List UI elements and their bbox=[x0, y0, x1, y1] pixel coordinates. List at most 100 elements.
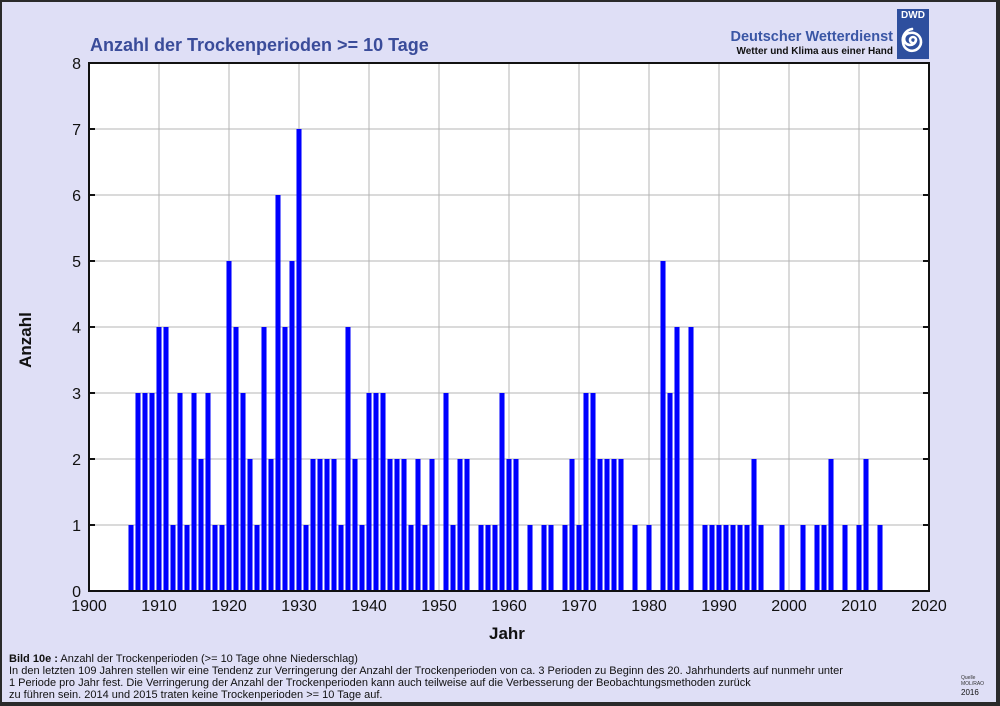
bar bbox=[660, 261, 666, 591]
bar bbox=[499, 393, 505, 591]
bar bbox=[828, 459, 834, 591]
bar bbox=[723, 525, 729, 591]
bars bbox=[128, 129, 883, 591]
bar bbox=[800, 525, 806, 591]
bar bbox=[240, 393, 246, 591]
x-tick-label: 1990 bbox=[701, 598, 737, 615]
bar bbox=[401, 459, 407, 591]
caption-line-2: 1 Periode pro Jahr fest. Die Verringerun… bbox=[9, 677, 751, 689]
bar bbox=[779, 525, 785, 591]
bar bbox=[863, 459, 869, 591]
y-tick-label: 8 bbox=[72, 56, 81, 73]
bar bbox=[450, 525, 456, 591]
bar bbox=[128, 525, 134, 591]
x-tick-label: 2010 bbox=[841, 598, 877, 615]
bar bbox=[422, 525, 428, 591]
x-tick-label: 2020 bbox=[911, 598, 947, 615]
bar bbox=[268, 459, 274, 591]
x-tick-label: 1920 bbox=[211, 598, 247, 615]
bar bbox=[135, 393, 141, 591]
bar bbox=[485, 525, 491, 591]
bar bbox=[156, 327, 162, 591]
org-slogan: Wetter und Klima aus einer Hand bbox=[736, 46, 893, 57]
bar bbox=[170, 525, 176, 591]
logo-abbr: DWD bbox=[901, 10, 925, 21]
bar bbox=[275, 195, 281, 591]
bar bbox=[667, 393, 673, 591]
bar bbox=[331, 459, 337, 591]
bar bbox=[443, 393, 449, 591]
bar bbox=[219, 525, 225, 591]
dwd-logo: DWD bbox=[897, 9, 929, 59]
bar bbox=[527, 525, 533, 591]
spiral-icon bbox=[901, 27, 923, 53]
bar bbox=[142, 393, 148, 591]
y-tick-label: 6 bbox=[72, 188, 81, 205]
bar bbox=[373, 393, 379, 591]
y-tick-label: 7 bbox=[72, 122, 81, 139]
bar bbox=[338, 525, 344, 591]
bar bbox=[310, 459, 316, 591]
bar bbox=[205, 393, 211, 591]
x-tick-label: 1950 bbox=[421, 598, 457, 615]
bar bbox=[877, 525, 883, 591]
bar bbox=[429, 459, 435, 591]
bar bbox=[261, 327, 267, 591]
x-tick-label: 1900 bbox=[71, 598, 107, 615]
bar bbox=[513, 459, 519, 591]
x-tick-label: 2000 bbox=[771, 598, 807, 615]
bar bbox=[618, 459, 624, 591]
bar bbox=[744, 525, 750, 591]
org-name: Deutscher Wetterdienst bbox=[730, 29, 894, 45]
bar bbox=[226, 261, 232, 591]
y-tick-label: 4 bbox=[72, 320, 81, 337]
y-axis-label: Anzahl bbox=[15, 312, 35, 368]
bar bbox=[163, 327, 169, 591]
source-name: MOL/RAO bbox=[961, 681, 985, 687]
caption-label: Bild 10e : bbox=[9, 653, 58, 665]
figure-caption: Bild 10e : Anzahl der Trockenperioden (>… bbox=[9, 653, 939, 701]
bar bbox=[611, 459, 617, 591]
bar bbox=[247, 459, 253, 591]
bar bbox=[562, 525, 568, 591]
bar bbox=[541, 525, 547, 591]
y-tick-label: 2 bbox=[72, 452, 81, 469]
source-label: Quelle bbox=[961, 675, 976, 681]
bar bbox=[730, 525, 736, 591]
bar bbox=[590, 393, 596, 591]
bar bbox=[632, 525, 638, 591]
y-ticks: 0 1 2 3 4 5 6 7 8 bbox=[72, 56, 929, 601]
bar bbox=[303, 525, 309, 591]
bar bbox=[191, 393, 197, 591]
bar bbox=[324, 459, 330, 591]
caption-line-1: In den letzten 109 Jahren stellen wir ei… bbox=[9, 665, 843, 677]
caption-line-3: zu führen sein. 2014 und 2015 traten kei… bbox=[9, 689, 383, 701]
bar bbox=[408, 525, 414, 591]
bar bbox=[254, 525, 260, 591]
y-tick-label: 0 bbox=[72, 584, 81, 601]
bar bbox=[758, 525, 764, 591]
bar bbox=[289, 261, 295, 591]
y-tick-label: 1 bbox=[72, 518, 81, 535]
chart-title: Anzahl der Trockenperioden >= 10 Tage bbox=[90, 35, 429, 55]
bar bbox=[576, 525, 582, 591]
bar bbox=[345, 327, 351, 591]
bar bbox=[387, 459, 393, 591]
bar bbox=[583, 393, 589, 591]
y-tick-label: 3 bbox=[72, 386, 81, 403]
bar bbox=[814, 525, 820, 591]
bar bbox=[751, 459, 757, 591]
bar bbox=[492, 525, 498, 591]
caption-heading: Bild 10e : Anzahl der Trockenperioden (>… bbox=[9, 653, 939, 665]
bar bbox=[394, 459, 400, 591]
bar bbox=[737, 525, 743, 591]
bar bbox=[177, 393, 183, 591]
bar bbox=[674, 327, 680, 591]
bar bbox=[569, 459, 575, 591]
x-ticks: 1900 1910 1920 1930 1940 1950 1960 1970 1980 1990… bbox=[71, 598, 947, 615]
bar bbox=[198, 459, 204, 591]
bar bbox=[415, 459, 421, 591]
x-tick-label: 1970 bbox=[561, 598, 597, 615]
bar bbox=[716, 525, 722, 591]
bar bbox=[842, 525, 848, 591]
